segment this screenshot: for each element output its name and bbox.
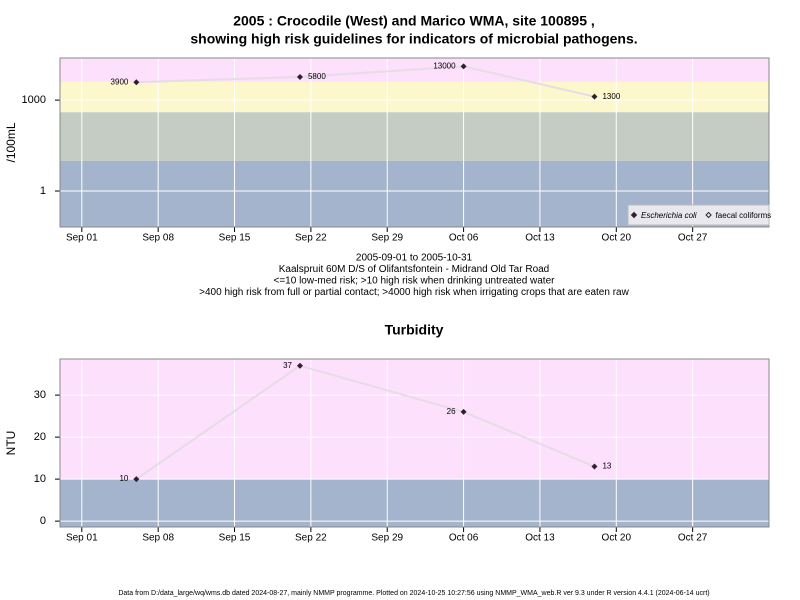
- x-tick-label: Sep 22: [295, 233, 327, 244]
- x-tick-label: Sep 08: [142, 233, 174, 244]
- data-point: [133, 79, 140, 86]
- x-tick-label: Oct 06: [449, 533, 479, 544]
- x-tick-label: Sep 15: [219, 533, 251, 544]
- data-point: [460, 63, 467, 70]
- y-tick-label: 1: [40, 185, 46, 197]
- chart-title: 2005 : Crocodile (West) and Marico WMA, …: [233, 13, 595, 29]
- y-tick-label: 10: [34, 473, 46, 485]
- x-tick-label: Sep 01: [66, 233, 98, 244]
- subtitle: 2005-09-01 to 2005-10-31: [356, 253, 473, 264]
- data-point: [296, 362, 303, 369]
- legend-label: Escherichia coli: [641, 211, 697, 220]
- footer: Data from D:/data_large/wq/wms.db dated …: [118, 590, 709, 597]
- x-tick-label: Oct 13: [525, 233, 555, 244]
- subtitle: <=10 low-med risk; >10 high risk when dr…: [274, 276, 556, 287]
- x-tick-label: Oct 27: [678, 533, 708, 544]
- data-point: [133, 476, 140, 483]
- risk-band: [60, 81, 769, 113]
- x-tick-label: Oct 06: [449, 233, 479, 244]
- x-tick-label: Oct 20: [602, 533, 632, 544]
- data-label: 10: [119, 474, 128, 483]
- data-point: [296, 73, 303, 80]
- data-point: [460, 408, 467, 415]
- y-tick-label: 1000: [22, 94, 46, 106]
- data-point: [591, 93, 598, 100]
- legend-marker: [705, 211, 712, 219]
- x-tick-label: Sep 29: [371, 533, 403, 544]
- data-label: 5800: [308, 72, 326, 81]
- series-line: [135, 364, 595, 480]
- subtitle: Kaalspruit 60M D/S of Olifantsfontein - …: [279, 264, 550, 275]
- x-tick-label: Oct 27: [678, 233, 708, 244]
- data-label: 3900: [111, 77, 129, 86]
- legend-label: faecal coliforms: [716, 211, 772, 220]
- y-tick-label: 20: [34, 431, 46, 443]
- risk-band: [60, 479, 769, 527]
- x-tick-label: Sep 01: [66, 533, 98, 544]
- y-axis-label: /100mL: [4, 122, 18, 162]
- panel-title: Turbidity: [385, 322, 444, 338]
- y-tick-label: 0: [40, 515, 46, 527]
- x-tick-label: Sep 22: [295, 533, 327, 544]
- plot-frame: [59, 57, 770, 228]
- data-label: 37: [283, 361, 292, 370]
- x-tick-label: Oct 13: [525, 533, 555, 544]
- subtitle: >400 high risk from full or partial cont…: [199, 287, 629, 298]
- data-label: 13: [602, 462, 611, 471]
- plot-frame: [59, 358, 770, 528]
- data-point: [591, 463, 598, 470]
- series-line: [136, 65, 595, 98]
- data-label: 13000: [433, 61, 456, 70]
- y-tick-label: 30: [34, 389, 46, 401]
- risk-band: [60, 112, 769, 161]
- legend-marker: [630, 211, 638, 219]
- risk-band: [60, 359, 769, 480]
- data-label: 1300: [602, 92, 620, 101]
- x-tick-label: Sep 29: [371, 233, 403, 244]
- x-tick-label: Sep 15: [219, 233, 251, 244]
- legend-box: [627, 204, 770, 226]
- y-axis-label: NTU: [4, 431, 18, 456]
- x-tick-label: Oct 20: [602, 233, 632, 244]
- chart-title: showing high risk guidelines for indicat…: [190, 31, 637, 47]
- data-label: 26: [447, 407, 456, 416]
- x-tick-label: Sep 08: [142, 533, 174, 544]
